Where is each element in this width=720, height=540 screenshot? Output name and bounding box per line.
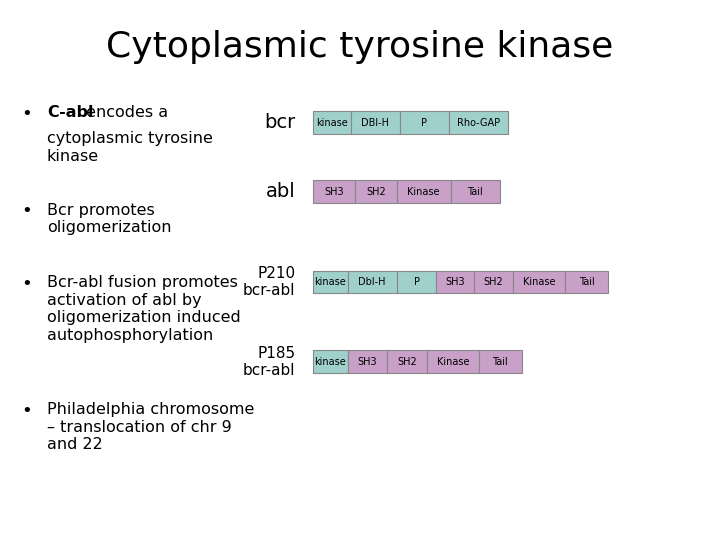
- Text: P210
bcr-abl: P210 bcr-abl: [243, 266, 295, 298]
- Bar: [313, 111, 351, 134]
- Text: •: •: [22, 202, 32, 220]
- Text: abl: abl: [266, 182, 295, 201]
- Text: Dbl-H: Dbl-H: [359, 277, 386, 287]
- Text: SH2: SH2: [366, 187, 386, 197]
- Bar: [313, 271, 348, 293]
- Text: SH2: SH2: [484, 277, 503, 287]
- Bar: [474, 271, 513, 293]
- Text: DBl-H: DBl-H: [361, 118, 389, 127]
- Bar: [436, 271, 474, 293]
- Text: Kinase: Kinase: [408, 187, 440, 197]
- Bar: [351, 111, 400, 134]
- Text: Bcr-abl fusion promotes
activation of abl by
oligomerization induced
autophospho: Bcr-abl fusion promotes activation of ab…: [47, 275, 240, 342]
- Bar: [427, 350, 479, 373]
- Bar: [313, 180, 355, 203]
- Text: P: P: [421, 118, 427, 127]
- Text: kinase: kinase: [316, 118, 348, 127]
- Text: C-abl: C-abl: [47, 105, 94, 120]
- Bar: [387, 350, 427, 373]
- Text: SH2: SH2: [397, 357, 417, 367]
- Bar: [400, 111, 449, 134]
- Bar: [348, 271, 397, 293]
- Text: SH3: SH3: [358, 357, 377, 367]
- Bar: [313, 350, 348, 373]
- Text: encodes a: encodes a: [81, 105, 168, 120]
- Text: •: •: [22, 275, 32, 293]
- Text: Kinase: Kinase: [523, 277, 556, 287]
- Bar: [355, 180, 397, 203]
- Bar: [348, 350, 387, 373]
- Text: •: •: [22, 402, 32, 420]
- Text: bcr: bcr: [264, 113, 295, 132]
- Text: SH3: SH3: [445, 277, 465, 287]
- Bar: [397, 271, 436, 293]
- Text: cytoplasmic tyrosine
kinase: cytoplasmic tyrosine kinase: [47, 131, 212, 164]
- Text: •: •: [22, 105, 32, 123]
- Bar: [513, 271, 565, 293]
- Text: kinase: kinase: [315, 277, 346, 287]
- Bar: [449, 111, 508, 134]
- Text: Tail: Tail: [467, 187, 483, 197]
- Bar: [479, 350, 522, 373]
- Text: kinase: kinase: [315, 357, 346, 367]
- Text: Rho-GAP: Rho-GAP: [456, 118, 500, 127]
- Bar: [565, 271, 608, 293]
- Bar: [451, 180, 500, 203]
- Text: Kinase: Kinase: [436, 357, 469, 367]
- Text: Tail: Tail: [579, 277, 595, 287]
- Bar: [397, 180, 451, 203]
- Text: SH3: SH3: [324, 187, 344, 197]
- Text: P: P: [413, 277, 420, 287]
- Text: Philadelphia chromosome
– translocation of chr 9
and 22: Philadelphia chromosome – translocation …: [47, 402, 254, 452]
- Text: Tail: Tail: [492, 357, 508, 367]
- Text: Cytoplasmic tyrosine kinase: Cytoplasmic tyrosine kinase: [107, 30, 613, 64]
- Text: Bcr promotes
oligomerization: Bcr promotes oligomerization: [47, 202, 171, 235]
- Text: P185
bcr-abl: P185 bcr-abl: [243, 346, 295, 378]
